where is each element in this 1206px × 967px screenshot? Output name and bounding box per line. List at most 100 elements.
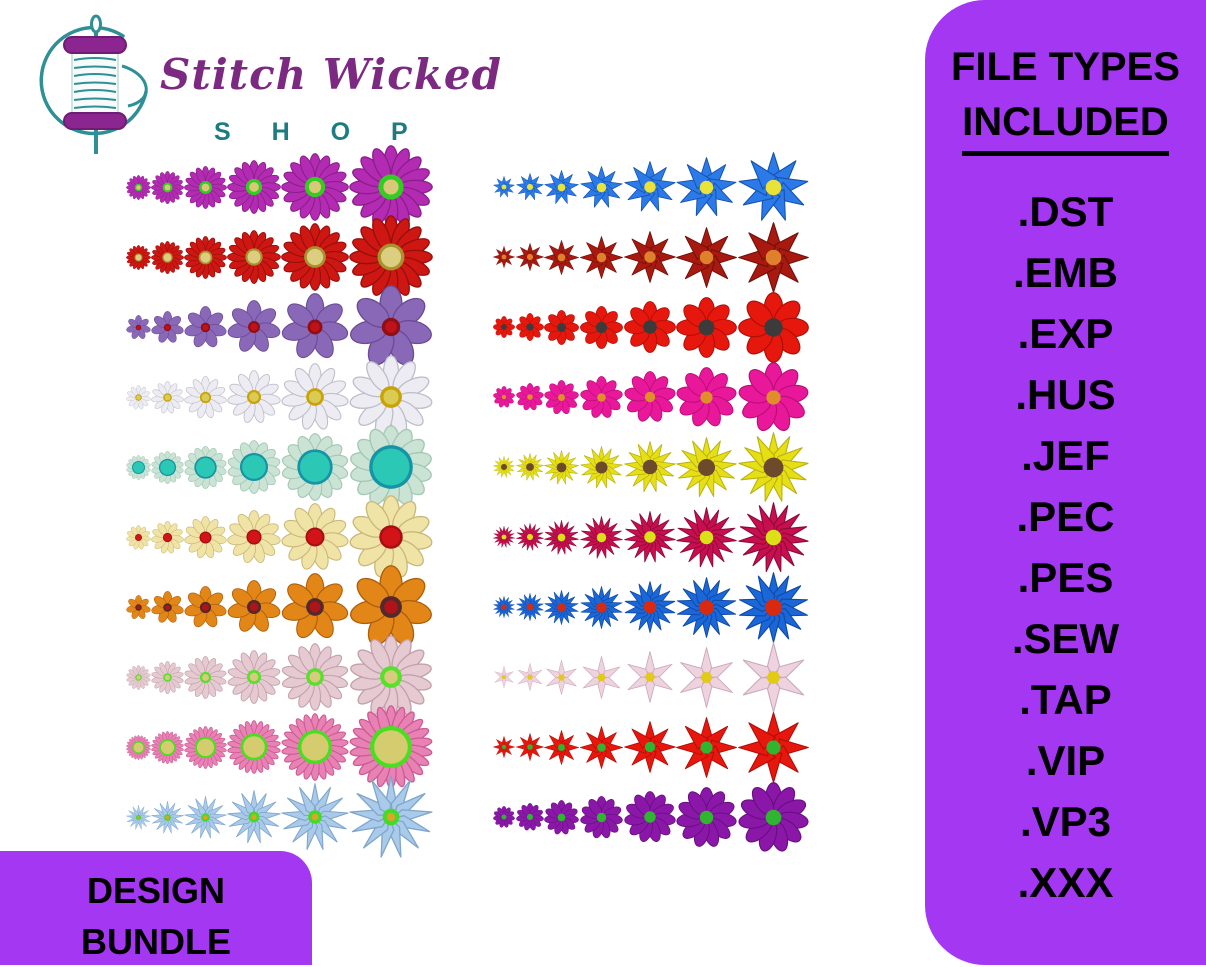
flower-crimson-daisy: [515, 523, 544, 551]
flower-pale-pink-daisy: [227, 650, 281, 704]
flower-light-blue-daisy: [349, 775, 433, 858]
flower-red-daisy: [349, 215, 433, 299]
flower-yellow-sunflower: [515, 453, 544, 481]
flower-red-poinsettia-star: [544, 729, 580, 765]
flower-red-daisy: [126, 244, 151, 270]
flower-red-eight-petal: [544, 309, 580, 345]
flower-crimson-daisy: [676, 506, 737, 567]
flower-row-pale-pink-six-petal-star: [493, 641, 809, 713]
flower-light-blue-daisy: [151, 800, 184, 833]
flower-red-poinsettia-star: [623, 721, 676, 773]
flower-crimson-daisy: [544, 519, 580, 555]
flower-row-orange-seven-petal: [126, 565, 432, 646]
file-type-item: .VIP: [1025, 737, 1106, 784]
flower-purple-daisy: [515, 803, 544, 831]
flower-row-crimson-daisy: [493, 501, 809, 572]
flower-row-white-daisy: [126, 355, 433, 438]
flower-white-daisy: [126, 384, 151, 409]
flower-magenta-daisy: [184, 165, 227, 209]
flower-blue-pointed-flower: [738, 571, 808, 643]
flower-dark-red-star-flower: [580, 235, 623, 279]
flower-mint-teal-sunflower: [281, 433, 349, 501]
file-type-list: .DST .EMB .EXP .HUS .JEF .PEC .PES .SEW .TAP .VIP…: [925, 181, 1206, 913]
file-type-item: .XXX: [1017, 859, 1114, 906]
flower-pale-pink-six-petal-star: [494, 666, 514, 688]
flower-row-red-daisy: [126, 215, 433, 299]
flower-yellow-sunflower: [676, 436, 737, 497]
flower-red-eight-petal: [623, 301, 676, 353]
flower-row-purple-daisy: [493, 781, 809, 852]
flower-cream-red-center-flower: [151, 520, 184, 553]
flower-pink-gerbera: [184, 725, 227, 769]
flower-white-daisy: [281, 363, 349, 430]
flower-light-blue-daisy: [184, 795, 227, 838]
flower-red-eight-petal: [515, 313, 544, 341]
flower-pink-gerbera: [281, 713, 349, 781]
flower-blue-star-flower: [493, 176, 515, 198]
flower-orange-seven-petal: [227, 580, 281, 632]
file-type-item: .VP3: [1019, 798, 1112, 845]
flower-white-daisy: [227, 370, 281, 423]
flower-white-daisy: [184, 375, 227, 418]
flower-white-daisy: [349, 355, 433, 438]
file-types-title: FILE TYPES INCLUDED: [931, 40, 1200, 156]
flower-row-pale-pink-daisy: [126, 635, 432, 719]
file-types-title-line2: INCLUDED: [962, 95, 1169, 156]
flower-crimson-daisy: [738, 501, 809, 572]
flower-magenta-nine-petal: [515, 383, 544, 411]
flower-orange-seven-petal: [350, 565, 432, 646]
file-type-item: .EXP: [1017, 310, 1114, 357]
flower-pale-pink-six-petal-star: [742, 641, 805, 713]
flower-red-poinsettia-star: [676, 716, 738, 778]
flower-blue-pointed-flower: [624, 581, 675, 633]
flower-row-red-eight-petal: [493, 291, 809, 363]
flower-pale-pink-six-petal-star: [627, 651, 673, 703]
flower-row-magenta-daisy: [126, 145, 433, 229]
flower-cream-red-center-flower: [349, 495, 433, 578]
flower-purple-daisy: [623, 791, 676, 842]
flower-pale-pink-six-petal-star: [517, 663, 542, 691]
flower-white-daisy: [151, 380, 184, 413]
flower-yellow-sunflower: [580, 445, 623, 488]
flower-light-blue-daisy: [126, 804, 151, 830]
flower-red-poinsettia-star: [580, 725, 623, 769]
flower-blue-pointed-flower: [580, 585, 623, 629]
file-type-item: .SEW: [1011, 615, 1120, 662]
design-bundle-badge: DESIGN BUNDLE: [0, 851, 312, 965]
flower-light-blue-daisy: [281, 783, 349, 850]
flower-blue-pointed-flower: [516, 593, 544, 621]
flower-lavender-seven-petal: [350, 285, 432, 366]
file-types-panel: FILE TYPES INCLUDED .DST .EMB .EXP .HUS .JEF…: [925, 0, 1206, 965]
flower-pink-gerbera: [126, 734, 151, 760]
flower-row-blue-star-flower: [493, 151, 809, 222]
flower-dark-red-star-flower: [738, 221, 809, 293]
flower-pale-pink-daisy: [151, 660, 184, 694]
flower-blue-pointed-flower: [544, 589, 579, 625]
flower-pale-pink-six-petal-star: [680, 646, 734, 708]
flower-magenta-nine-petal: [493, 386, 515, 408]
flower-blue-star-flower: [544, 169, 579, 204]
flower-mint-teal-sunflower: [184, 445, 227, 489]
flower-column-right: [493, 151, 809, 852]
flower-lavender-seven-petal: [281, 293, 349, 359]
flower-purple-daisy: [544, 799, 580, 834]
file-type-item: .JEF: [1021, 432, 1110, 479]
flower-pink-gerbera: [227, 720, 281, 774]
flower-yellow-sunflower: [493, 456, 515, 478]
flower-lavender-seven-petal: [184, 305, 227, 347]
flower-red-eight-petal: [738, 291, 809, 363]
file-types-title-line1: FILE TYPES: [951, 45, 1180, 89]
flower-crimson-daisy: [623, 511, 676, 563]
flower-cream-red-center-flower: [281, 503, 349, 570]
flower-pale-pink-six-petal-star: [546, 659, 577, 695]
flower-blue-pointed-flower: [677, 576, 737, 638]
flower-dark-red-star-flower: [623, 231, 676, 283]
flower-column-left: [126, 145, 433, 858]
flower-blue-star-flower: [738, 151, 809, 221]
flower-pale-pink-daisy: [281, 643, 349, 711]
design-bundle-line2: BUNDLE: [81, 921, 231, 962]
flower-blue-star-flower: [624, 161, 676, 212]
flower-purple-daisy: [738, 781, 809, 852]
flower-blue-pointed-flower: [493, 596, 515, 618]
flower-pink-gerbera: [151, 730, 184, 764]
